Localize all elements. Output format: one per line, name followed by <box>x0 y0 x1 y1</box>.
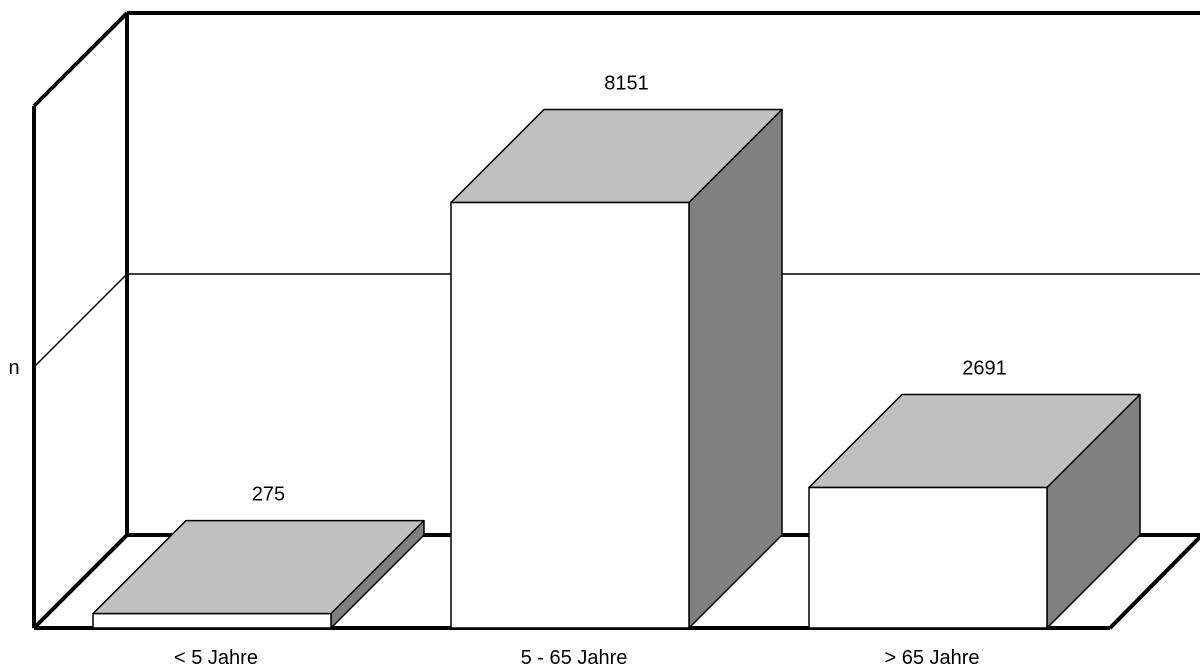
category-label: > 65 Jahre <box>884 647 979 669</box>
bar-front-face <box>451 203 689 628</box>
bar-front-face <box>93 614 331 628</box>
bar-front-face <box>809 488 1047 628</box>
category-label: 5 - 65 Jahre <box>521 647 628 669</box>
data-label: 8151 <box>604 73 649 95</box>
bar <box>451 110 782 628</box>
data-label: 2691 <box>962 358 1007 380</box>
data-label: 275 <box>252 484 285 506</box>
category-label: < 5 Jahre <box>174 647 258 669</box>
side-wall-top-edge <box>34 13 127 106</box>
gridline-side <box>34 274 127 367</box>
y-axis-label: n <box>8 357 19 379</box>
bar <box>809 395 1140 628</box>
